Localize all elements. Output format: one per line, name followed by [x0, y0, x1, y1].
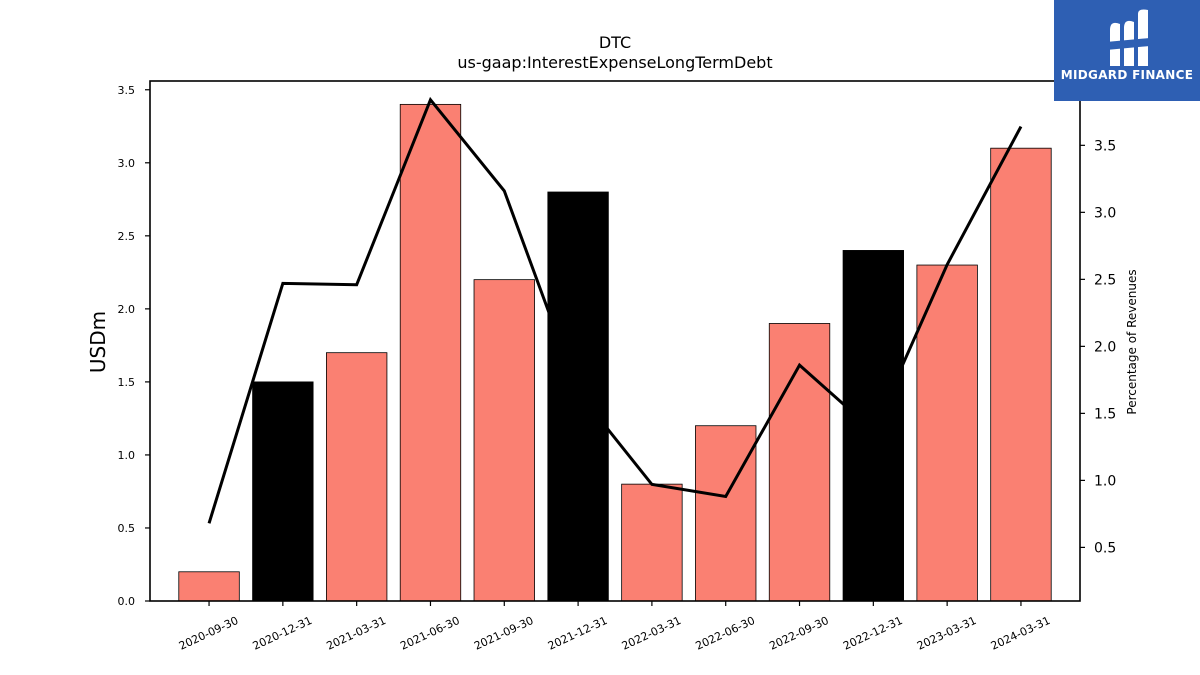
x-tick-label: 2021-06-30 [398, 614, 461, 653]
y-tick-label: 3.0 [118, 157, 136, 170]
x-tick-label: 2020-12-31 [251, 614, 314, 653]
logo-text: MIDGARD FINANCE [1060, 68, 1194, 82]
plot-frame [149, 80, 1081, 602]
y-tick-label: 3.5 [118, 84, 136, 97]
y2-tick-label: 2.5 [1094, 272, 1116, 288]
bar-2021-06-30 [399, 103, 462, 602]
x-tick-label: 2022-06-30 [694, 614, 757, 653]
y-tick-label: 0.5 [118, 522, 136, 535]
y-tick-label: 1.0 [118, 449, 136, 462]
line-series [207, 96, 1023, 524]
bar-2022-03-31 [621, 483, 683, 602]
x-tick-label: 2021-12-31 [546, 614, 609, 653]
y-tick-label: 2.0 [118, 303, 136, 316]
y-tick-label: 2.5 [118, 230, 136, 243]
y2-tick-label: 1.0 [1094, 473, 1116, 489]
chart-title: DTC [599, 33, 631, 52]
x-tick-label: 2023-03-31 [915, 614, 978, 653]
y2-tick-label: 0.5 [1094, 540, 1116, 556]
bar-2022-06-30 [695, 425, 757, 602]
x-tick-label: 2021-03-31 [324, 614, 387, 653]
y2-tick-label: 1.5 [1094, 406, 1116, 422]
y-tick-label: 0.0 [118, 595, 136, 608]
bar-2024-03-31 [990, 147, 1052, 602]
y2-tick-label: 3.5 [1094, 138, 1116, 154]
x-tick-label: 2024-03-31 [989, 614, 1052, 653]
bar-group [178, 103, 1052, 602]
bar-2021-03-31 [326, 352, 388, 602]
logo-mark-icon [1106, 9, 1150, 66]
brand-logo: MIDGARD FINANCE [1054, 0, 1200, 101]
bar-2023-03-31 [916, 264, 978, 602]
y2-tick-label: 2.0 [1094, 339, 1116, 355]
y-axis-label: USDm [86, 311, 110, 373]
x-tick-label: 2022-03-31 [620, 614, 683, 653]
bar-2021-12-31 [547, 191, 609, 602]
chart-subtitle: us-gaap:InterestExpenseLongTermDebt [457, 53, 772, 72]
bar-2022-12-31 [842, 250, 904, 602]
y2-axis-label: Percentage of Revenues [1125, 269, 1139, 414]
x-tick-label: 2022-12-31 [841, 614, 904, 653]
bar-2020-09-30 [178, 571, 240, 602]
bar-2020-12-31 [252, 381, 314, 602]
y-tick-label: 1.5 [118, 376, 136, 389]
x-tick-label: 2021-09-30 [472, 614, 535, 653]
x-tick-label: 2020-09-30 [177, 614, 240, 653]
y2-tick-label: 3.0 [1094, 205, 1116, 221]
bar-2022-09-30 [768, 323, 831, 602]
x-tick-label: 2022-09-30 [767, 614, 830, 653]
bar-2021-09-30 [473, 279, 535, 602]
revenue-percentage-line [207, 96, 1023, 524]
